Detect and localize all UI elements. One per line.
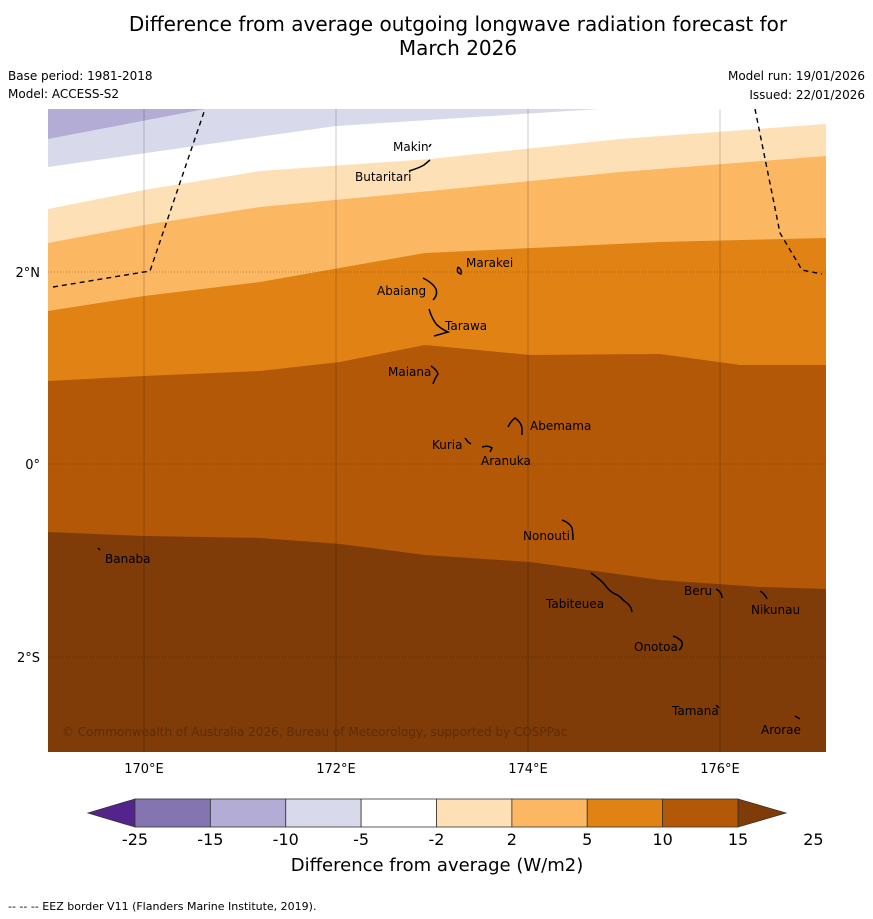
atoll-butaritari (408, 159, 431, 172)
colorbar-max-extension (737, 798, 788, 828)
latitude-axis: 2°N 0° 2°S (16, 266, 41, 666)
lon-tick-label: 174°E (508, 762, 548, 777)
lat-tick-label: 0° (25, 458, 40, 473)
place-label: Makin (393, 140, 429, 154)
title-line-2: March 2026 (398, 36, 518, 60)
colorbar-box (436, 798, 513, 828)
graticule (143, 109, 721, 752)
atoll-makin (428, 143, 432, 148)
colorbar-tick-label: -2 (429, 830, 445, 849)
place-label: Abaiang (377, 284, 426, 298)
lat-tick-label: 2°S (17, 651, 40, 666)
atoll-maiana (430, 365, 439, 385)
atoll-banaba (97, 547, 101, 551)
model-name: Model: ACCESS-S2 (8, 87, 120, 101)
latitude-lines (48, 271, 826, 658)
map-plot-area: Makin Butaritari Marakei Abaiang Tarawa … (48, 109, 826, 752)
place-label: Aranuka (481, 454, 531, 468)
place-label: Tabiteuea (545, 597, 604, 611)
lon-tick-label: 170°E (124, 762, 164, 777)
band-minus-10-to-minus-5 (48, 109, 205, 139)
place-label: Arorae (761, 723, 801, 737)
colorbar-tick-label: 2 (507, 830, 517, 849)
base-period: Base period: 1981-2018 (8, 69, 153, 83)
atoll-kuria (464, 437, 472, 445)
eez-border-east (754, 109, 823, 275)
atoll-beru (715, 588, 723, 599)
colorbar-box (134, 798, 211, 828)
colorbar-box (360, 798, 437, 828)
colorbar-box (662, 798, 739, 828)
lon-tick-label: 172°E (316, 762, 356, 777)
band-above-25 (48, 532, 826, 752)
place-label: Tarawa (444, 319, 487, 333)
atolls (97, 143, 801, 720)
place-label: Maiana (388, 365, 431, 379)
place-label: Onotoa (634, 640, 678, 654)
atoll-onotoa (672, 635, 683, 651)
atoll-tamana (715, 704, 720, 709)
place-labels: Makin Butaritari Marakei Abaiang Tarawa … (105, 140, 801, 737)
colorbar-tick-label: -10 (273, 830, 299, 849)
colorbar-legend: -25 -15 -10 -5 -2 2 5 10 15 25 Difference from av… (86, 798, 824, 876)
place-label: Tamana (671, 704, 719, 718)
place-label: Banaba (105, 552, 151, 566)
colorbar-tick-label: 5 (582, 830, 592, 849)
place-label: Beru (684, 584, 712, 598)
colorbar-tick-label: -5 (353, 830, 369, 849)
colorbar-tick-label: 25 (803, 830, 823, 849)
place-label: Abemama (530, 419, 591, 433)
longitude-axis: 170°E 172°E 174°E 176°E (124, 762, 740, 777)
colorbar-label: Difference from average (W/m2) (291, 855, 583, 876)
colorbar-box (511, 798, 588, 828)
place-label: Butaritari (355, 170, 412, 184)
eez-footnote: -- -- -- EEZ border V11 (Flanders Marine… (8, 900, 317, 913)
colorbar-tick-label: -25 (122, 830, 148, 849)
title-line-1: Difference from average outgoing longwav… (128, 12, 788, 36)
model-run: Model run: 19/01/2026 (727, 69, 865, 83)
atoll-nonouti (561, 519, 574, 541)
atoll-abaiang (422, 277, 438, 301)
atoll-marakei (456, 266, 462, 275)
lon-tick-label: 176°E (700, 762, 740, 777)
colorbar-min-extension (86, 798, 136, 828)
place-label: Nonouti (523, 529, 570, 543)
colorbar-box (285, 798, 362, 828)
atoll-aranuka (481, 445, 493, 453)
colorbar-tick-label: 15 (728, 830, 748, 849)
atoll-abemama (507, 417, 523, 435)
atoll-nikunau (759, 590, 768, 600)
atoll-tarawa (428, 308, 451, 337)
place-label: Marakei (466, 256, 513, 270)
atoll-tabiteuea (590, 572, 633, 613)
lat-tick-label: 2°N (16, 266, 41, 281)
colorbar-box (586, 798, 664, 828)
copyright-notice: © Commonwealth of Australia 2026, Bureau… (62, 725, 567, 739)
place-label: Nikunau (751, 603, 800, 617)
colorbar-tick-label: 10 (652, 830, 672, 849)
band-minus-5-to-minus-2 (48, 109, 600, 167)
colorbar-tick-label: -15 (197, 830, 223, 849)
forecast-map: Makin Butaritari Marakei Abaiang Tarawa … (16, 109, 826, 876)
atoll-arorae (794, 715, 801, 720)
place-label: Kuria (432, 438, 463, 452)
colorbar-box (209, 798, 287, 828)
issued-date: Issued: 22/01/2026 (749, 88, 865, 102)
map-title: Difference from average outgoing longwav… (0, 12, 873, 60)
